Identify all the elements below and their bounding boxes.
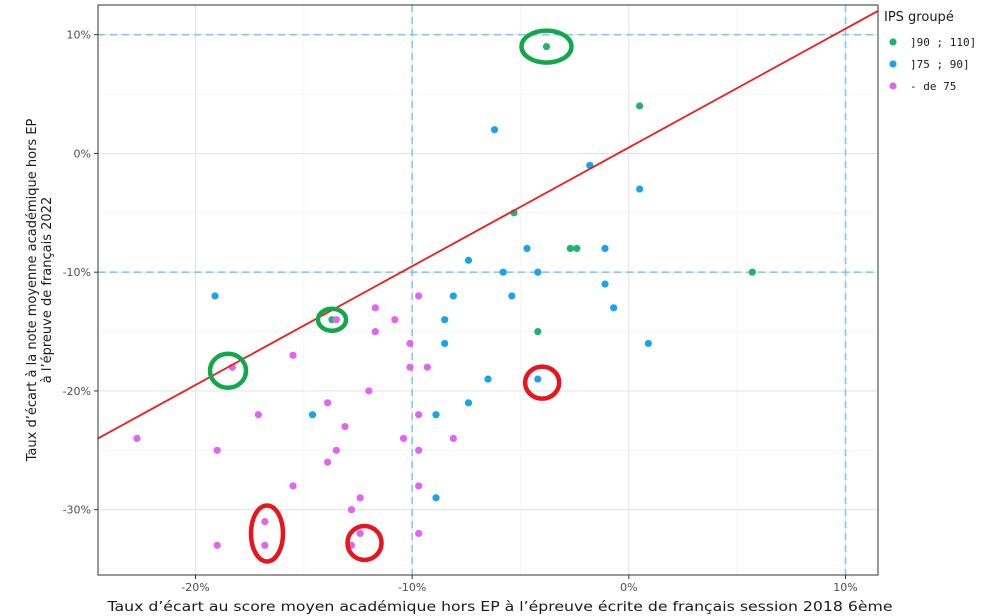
highlight-ellipse	[522, 364, 562, 401]
highlight-ellipse	[207, 351, 249, 390]
data-point	[332, 316, 340, 324]
x-axis-title: Taux d’écart au score moyen académique h…	[106, 600, 892, 615]
data-point	[406, 339, 414, 348]
data-point	[406, 363, 414, 371]
data-point	[636, 102, 644, 110]
plot-panel-border	[97, 4, 879, 576]
data-point	[464, 399, 473, 407]
data-point	[644, 339, 652, 348]
data-point	[308, 411, 317, 419]
data-point	[399, 434, 408, 443]
y-tick-label: -20%	[63, 385, 91, 398]
legend-swatch	[889, 60, 897, 68]
data-point	[356, 494, 364, 502]
x-tick-label: -20%	[181, 581, 209, 594]
legend-label: ]75 ; 90]	[910, 58, 970, 71]
data-point	[534, 268, 542, 276]
x-tick-label: 10%	[833, 581, 857, 594]
regression-line-group	[97, 10, 879, 440]
y-tick-label: -30%	[63, 504, 91, 517]
x-tick-label: -10%	[398, 581, 426, 594]
y-axis-title: Taux d’écart à la note moyenne académiqu…	[25, 118, 55, 462]
data-point	[371, 304, 379, 312]
highlight-ellipse	[315, 306, 349, 333]
data-point	[332, 446, 340, 454]
data-point	[415, 529, 423, 538]
legend-label: - de 75	[910, 80, 956, 93]
data-point	[133, 434, 141, 443]
y-tick-label: 10%	[67, 29, 91, 42]
data-point	[534, 375, 542, 383]
data-point	[289, 351, 297, 359]
data-point	[610, 304, 618, 312]
data-point	[464, 256, 473, 264]
highlight-ellipses	[207, 28, 574, 564]
data-point	[415, 411, 423, 419]
legend-label: ]90 ; 110]	[910, 36, 976, 49]
y-axis-ticks: 10% 0% -10% -20% -30%	[63, 29, 98, 517]
data-point	[261, 517, 269, 526]
data-point	[499, 268, 507, 276]
highlight-ellipse	[345, 523, 384, 563]
data-point	[415, 482, 423, 490]
data-point	[523, 244, 531, 253]
y-axis-title-line-1: Taux d’écart à la note moyenne académiqu…	[25, 118, 40, 462]
data-point	[748, 268, 756, 276]
data-point	[449, 292, 457, 300]
data-point	[449, 434, 457, 443]
highlight-ellipse	[519, 28, 574, 65]
data-point	[324, 458, 332, 466]
x-tick-label: 0%	[620, 581, 637, 594]
data-point	[254, 411, 262, 419]
data-point	[371, 327, 379, 336]
data-point	[261, 541, 269, 549]
data-point	[542, 42, 551, 51]
legend-swatch	[889, 38, 897, 46]
data-point	[213, 446, 221, 454]
y-tick-label: -10%	[63, 266, 91, 279]
data-point	[441, 339, 449, 348]
legend-items: ]90 ; 110] ]75 ; 90] - de 75	[889, 36, 976, 93]
data-point	[508, 292, 516, 300]
legend: IPS groupé ]90 ; 110] ]75 ; 90] - de 75	[884, 10, 976, 93]
data-point	[324, 399, 332, 407]
reference-lines	[98, 5, 878, 575]
data-point	[391, 316, 399, 324]
data-point	[365, 387, 373, 395]
data-point	[601, 280, 609, 288]
data-point	[289, 482, 297, 490]
data-point	[423, 363, 431, 371]
data-point	[534, 327, 542, 336]
x-axis-ticks: -20% -10% 0% 10%	[181, 575, 858, 594]
data-point	[415, 292, 423, 300]
data-point	[347, 506, 356, 514]
data-point	[566, 244, 574, 253]
y-axis-title-line-2: à l’épreuve de français 2022	[40, 197, 55, 383]
data-point	[432, 411, 440, 419]
data-point	[601, 244, 609, 253]
data-point	[341, 422, 349, 431]
data-point	[636, 185, 644, 193]
data-point	[490, 126, 499, 134]
data-point	[432, 494, 440, 502]
data-point	[484, 375, 492, 383]
minor-gridlines	[98, 5, 878, 575]
y-tick-label: 0%	[74, 147, 91, 160]
data-point	[211, 292, 219, 300]
data-point	[213, 541, 221, 549]
highlight-ellipse	[248, 503, 286, 564]
legend-title: IPS groupé	[884, 10, 954, 25]
legend-swatch	[889, 82, 897, 90]
data-point	[441, 316, 449, 324]
regression-line	[97, 10, 879, 440]
data-point	[415, 446, 423, 454]
data-point	[573, 244, 581, 253]
data-point	[356, 529, 364, 538]
